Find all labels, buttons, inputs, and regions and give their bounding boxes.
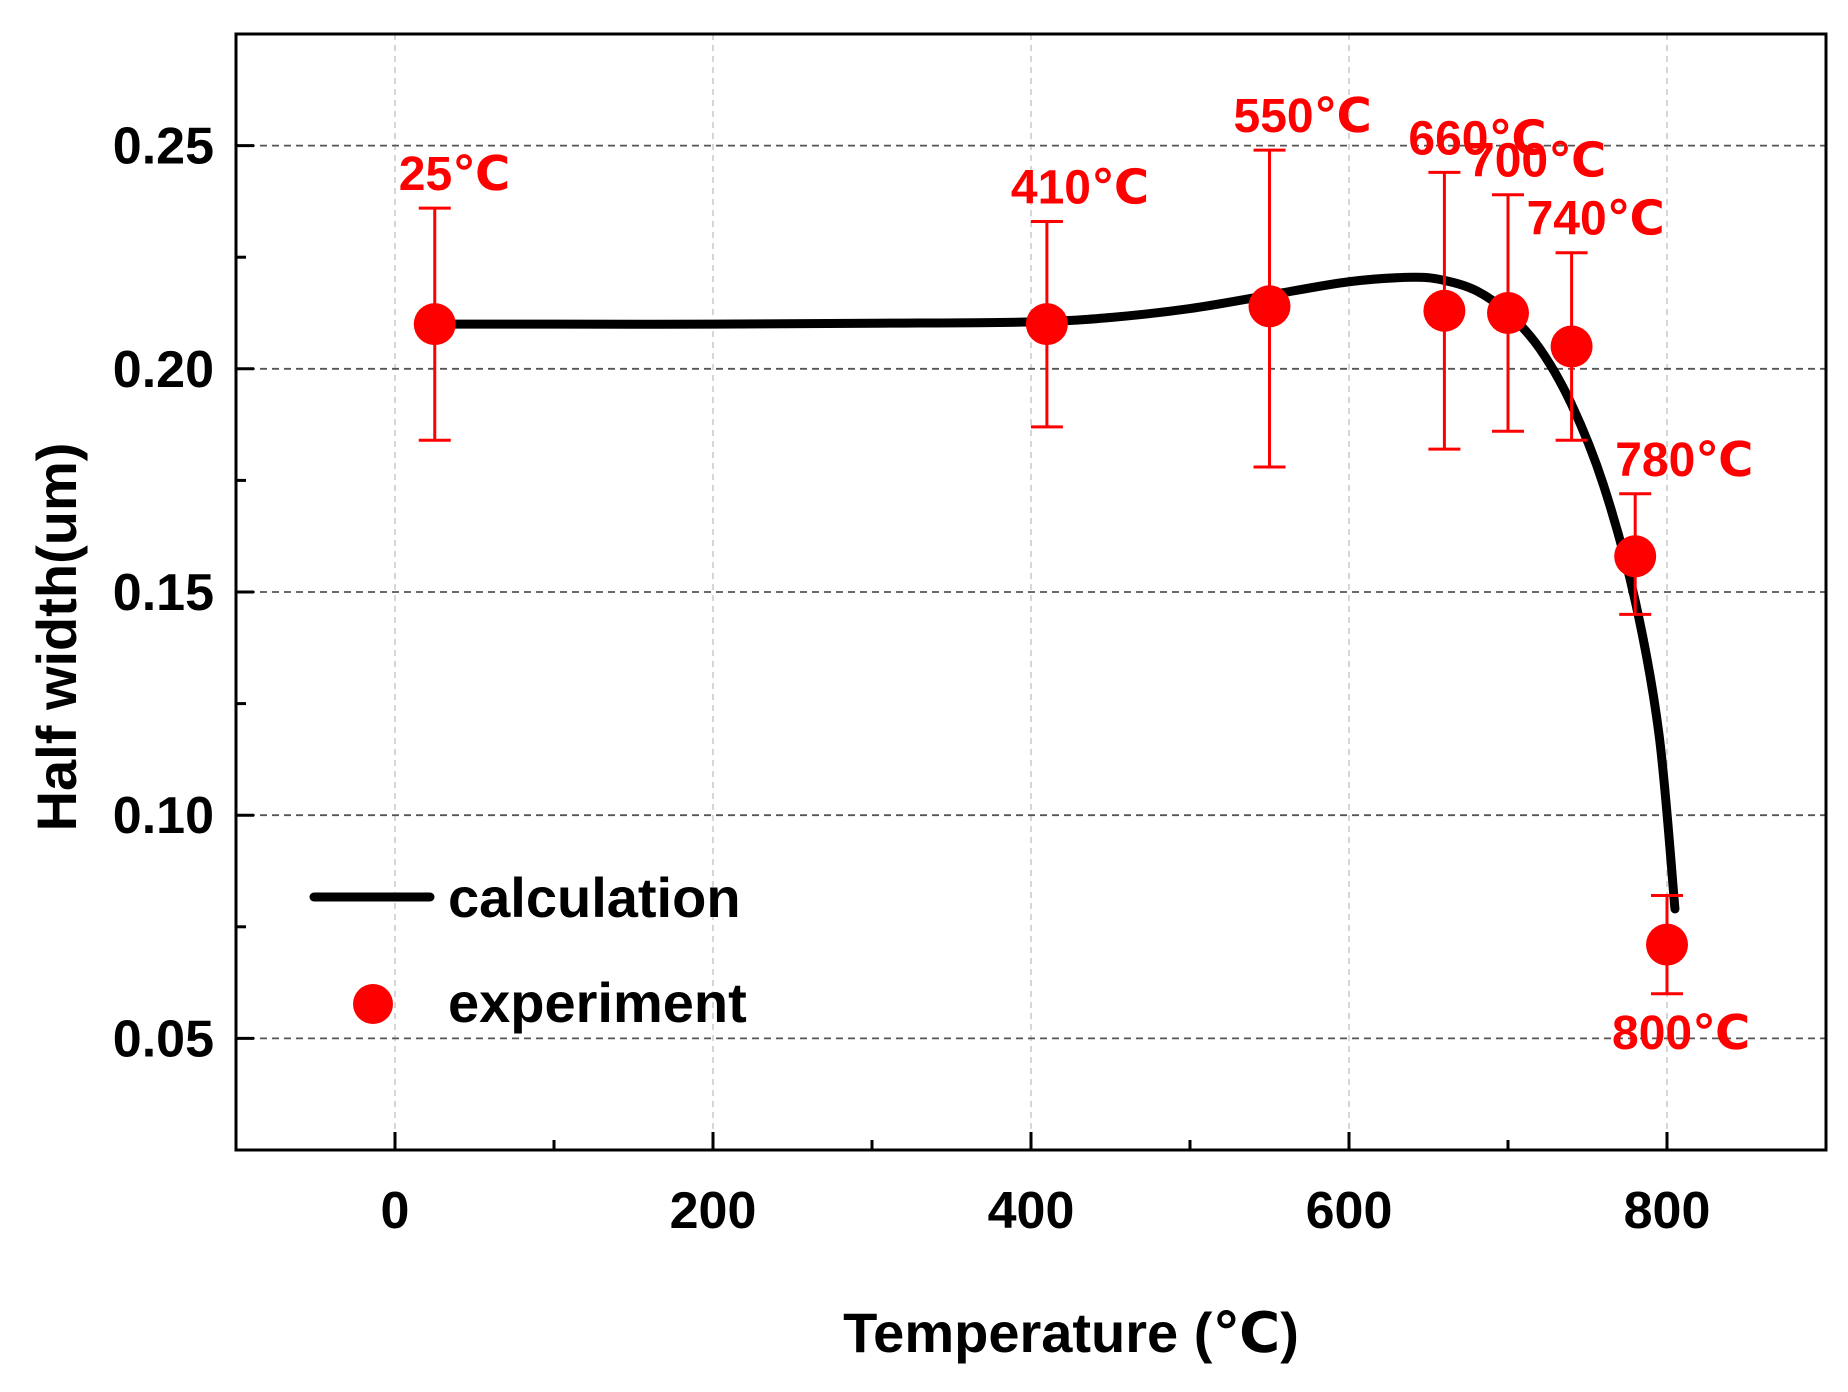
legend-experiment-label: experiment <box>448 971 747 1034</box>
experiment-points <box>413 285 1688 966</box>
point-label: 25℃ <box>399 148 511 201</box>
y-tick-label: 0.20 <box>113 341 214 399</box>
y-axis-title: Half width(um) <box>25 443 88 832</box>
grid <box>236 34 1826 1150</box>
experiment-point <box>1423 289 1466 332</box>
experiment-point <box>1550 325 1593 368</box>
point-label: 780℃ <box>1615 434 1753 487</box>
x-tick-label: 0 <box>381 1182 410 1240</box>
x-axis-title: Temperature (℃) <box>843 1301 1299 1364</box>
experiment-point <box>1487 292 1529 334</box>
point-label: 800℃ <box>1612 1007 1750 1060</box>
legend-experiment-swatch <box>353 984 393 1024</box>
point-label: 700℃ <box>1468 135 1606 188</box>
x-tick-label: 200 <box>670 1182 757 1240</box>
experiment-point <box>1248 285 1291 328</box>
legend: calculation experiment <box>309 866 747 1034</box>
y-tick-label: 0.15 <box>113 564 214 622</box>
y-tick-label: 0.10 <box>113 787 214 845</box>
experiment-point <box>413 303 456 346</box>
experiment-point <box>1614 535 1657 578</box>
calculation-line <box>430 272 1680 914</box>
y-tick-label: 0.05 <box>113 1010 214 1068</box>
point-label: 660℃ <box>1408 112 1546 165</box>
point-label: 550℃ <box>1234 90 1372 143</box>
legend-calculation-label: calculation <box>448 866 741 929</box>
x-tick-label: 400 <box>988 1182 1075 1240</box>
experiment-point <box>1646 923 1688 966</box>
axis-tick-labels: 0 200 400 600 800 0.05 0.10 0.15 0.20 0.25 <box>113 118 1711 1240</box>
point-label: 410℃ <box>1011 161 1149 214</box>
experiment-point <box>1025 303 1068 346</box>
x-tick-label: 600 <box>1306 1182 1393 1240</box>
y-tick-label: 0.25 <box>113 118 214 176</box>
point-label: 740℃ <box>1527 193 1665 246</box>
x-tick-label: 800 <box>1624 1182 1711 1240</box>
axis-ticks <box>236 32 1669 1150</box>
